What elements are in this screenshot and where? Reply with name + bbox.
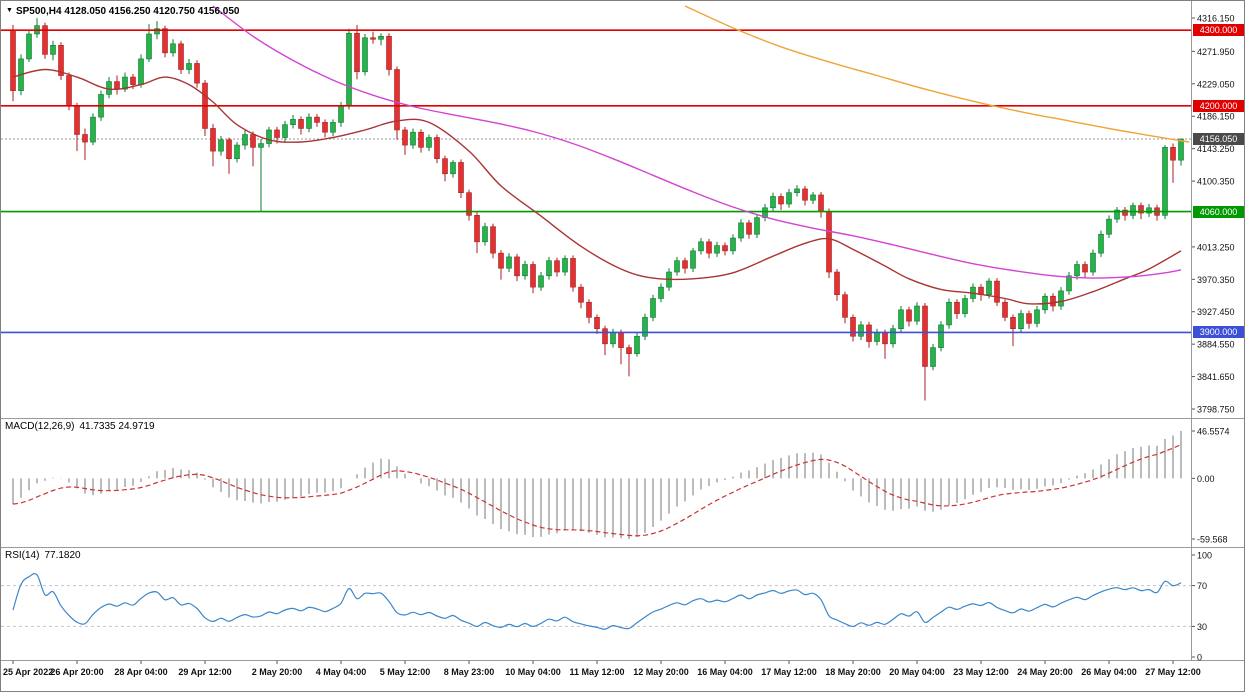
ohlc-values-label: 4128.050 4156.250 4120.750 4156.050 bbox=[64, 6, 240, 17]
macd-values: 41.7335 24.9719 bbox=[79, 421, 155, 432]
chart-header: ▼ SP500,H4 4128.050 4156.250 4120.750 415… bbox=[6, 6, 239, 17]
price-level-badge: 4300.000 bbox=[1193, 24, 1244, 37]
macd-signal-line bbox=[12, 444, 1182, 537]
rsi-axis: 100 70 30 0 bbox=[1192, 551, 1212, 663]
price-tick-label: 4229.050 bbox=[1197, 79, 1235, 89]
time-axis-label: 25 Apr 2022 bbox=[3, 667, 53, 677]
price-tick-label: 3970.350 bbox=[1197, 275, 1235, 285]
price-level-badge: 4060.000 bbox=[1193, 205, 1244, 218]
price-tick-label: 4186.150 bbox=[1197, 112, 1235, 122]
level-lines bbox=[1, 29, 1191, 334]
price-tick-label: 3884.550 bbox=[1197, 340, 1235, 350]
time-axis-label: 2 May 20:00 bbox=[252, 667, 303, 677]
time-axis-label: 28 Apr 04:00 bbox=[114, 667, 167, 677]
price-tick-label: 4143.250 bbox=[1197, 144, 1235, 154]
price-tick-label: 4013.250 bbox=[1197, 242, 1235, 252]
time-axis-label: 26 Apr 20:00 bbox=[50, 667, 103, 677]
time-axis-label: 23 May 12:00 bbox=[953, 667, 1009, 677]
time-axis-label: 5 May 12:00 bbox=[380, 667, 431, 677]
time-axis-label: 24 May 20:00 bbox=[1017, 667, 1073, 677]
macd-tick-label: 0.00 bbox=[1197, 474, 1215, 484]
macd-tick-label: 46.5574 bbox=[1197, 427, 1230, 437]
rsi-tick-label: 70 bbox=[1197, 581, 1207, 591]
price-tick-label: 3841.650 bbox=[1197, 372, 1235, 382]
time-axis-label: 20 May 04:00 bbox=[889, 667, 945, 677]
candles bbox=[10, 18, 1184, 401]
ma-fast-darkred bbox=[12, 68, 1182, 305]
macd-indicator-label: MACD(12,26,9) 41.7335 24.9719 bbox=[5, 421, 155, 432]
time-axis-label: 16 May 04:00 bbox=[697, 667, 753, 677]
moving-averages bbox=[12, 5, 1190, 305]
macd-histogram bbox=[12, 431, 1182, 539]
time-axis-label: 27 May 12:00 bbox=[1145, 667, 1201, 677]
macd-axis: 46.5574 0.00 -59.568 bbox=[1192, 427, 1230, 545]
time-axis-label: 17 May 12:00 bbox=[761, 667, 817, 677]
price-level-badge: 4200.000 bbox=[1193, 99, 1244, 112]
rsi-tick-label: 30 bbox=[1197, 622, 1207, 632]
macd-tick-label: -59.568 bbox=[1197, 535, 1228, 545]
time-axis-label: 29 Apr 12:00 bbox=[178, 667, 231, 677]
price-tick-label: 3798.750 bbox=[1197, 405, 1235, 415]
rsi-name: RSI(14) bbox=[5, 550, 40, 561]
price-axis: 4316.150 4271.950 4229.050 4186.150 4143.250… bbox=[1192, 14, 1235, 415]
time-axis-label: 12 May 20:00 bbox=[633, 667, 689, 677]
time-axis-label: 26 May 04:00 bbox=[1081, 667, 1137, 677]
ma-slow-orange bbox=[684, 5, 1190, 143]
current-price-badge: 4156.050 bbox=[1193, 132, 1244, 145]
rsi-value: 77.1820 bbox=[44, 550, 81, 561]
rsi-level-lines bbox=[1, 585, 1191, 627]
ma-medium-magenta bbox=[212, 5, 1182, 279]
price-tick-label: 4100.350 bbox=[1197, 177, 1235, 187]
rsi-indicator-label: RSI(14) 77.1820 bbox=[5, 550, 81, 561]
time-axis-label: 11 May 12:00 bbox=[569, 667, 624, 677]
rsi-tick-label: 100 bbox=[1197, 551, 1212, 561]
price-tick-label: 4271.950 bbox=[1197, 47, 1235, 57]
time-axis-label: 10 May 04:00 bbox=[505, 667, 561, 677]
time-axis-label: 8 May 23:00 bbox=[444, 667, 495, 677]
price-tick-label: 3927.450 bbox=[1197, 307, 1235, 317]
macd-name: MACD(12,26,9) bbox=[5, 421, 75, 432]
price-tick-label: 4316.150 bbox=[1197, 14, 1235, 24]
rsi-tick-label: 0 bbox=[1197, 653, 1202, 663]
price-level-badge: 3900.000 bbox=[1193, 326, 1244, 339]
symbol-timeframe-label: SP500,H4 bbox=[15, 6, 62, 17]
time-axis-label: 4 May 04:00 bbox=[316, 667, 367, 677]
rsi-line bbox=[12, 572, 1182, 630]
chart-marker-icon[interactable]: ▼ bbox=[6, 7, 13, 14]
panel-dividers bbox=[1, 1, 1244, 661]
time-axis-label: 18 May 20:00 bbox=[825, 667, 881, 677]
